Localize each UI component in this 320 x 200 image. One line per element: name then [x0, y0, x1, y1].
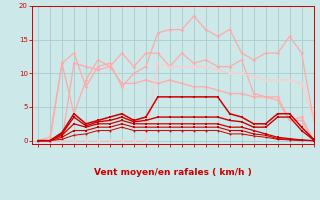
X-axis label: Vent moyen/en rafales ( km/h ): Vent moyen/en rafales ( km/h ) — [94, 168, 252, 177]
